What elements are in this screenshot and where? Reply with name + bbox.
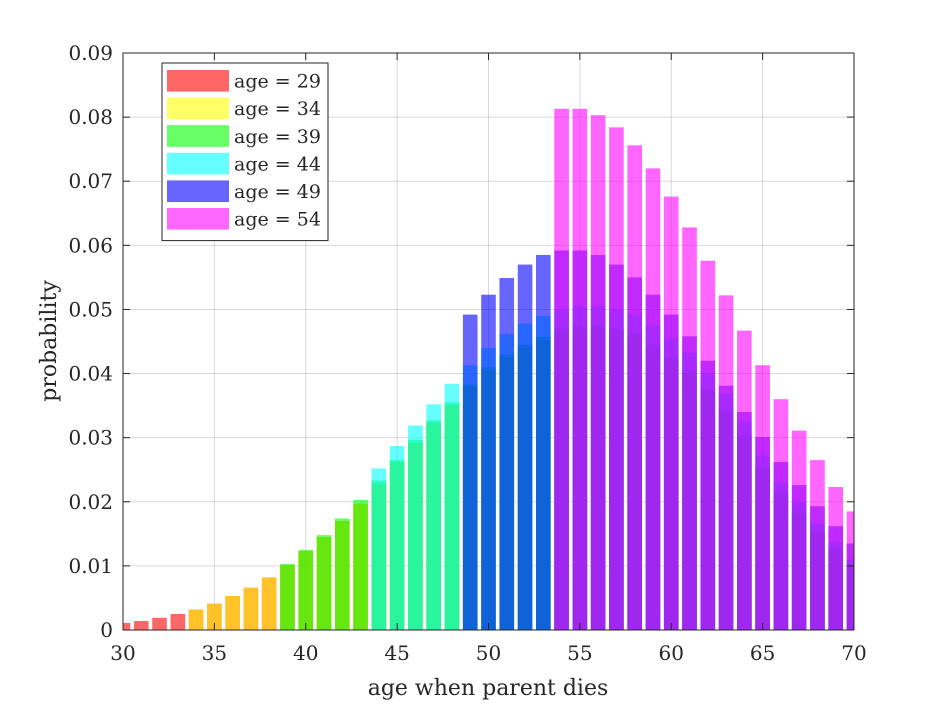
bar (188, 609, 204, 630)
x-tick-label: 55 (567, 641, 592, 665)
x-tick-label: 60 (659, 641, 684, 665)
legend-swatch (167, 152, 229, 175)
x-tick-label: 40 (293, 641, 318, 665)
y-axis-label: probability (37, 280, 62, 402)
y-tick-label: 0.04 (68, 362, 113, 386)
x-tick-label: 65 (750, 641, 775, 665)
bar (207, 603, 222, 630)
x-axis-label: age when parent dies (368, 676, 609, 701)
x-tick-label: 35 (202, 641, 227, 665)
legend-swatch (167, 208, 229, 230)
bar (590, 115, 606, 630)
bar (517, 264, 533, 630)
bar (334, 518, 350, 630)
bar (645, 168, 661, 630)
x-tick-label: 50 (476, 641, 501, 665)
bar (243, 587, 259, 630)
bar (225, 596, 240, 630)
bar (755, 365, 770, 630)
y-tick-label: 0.05 (68, 297, 113, 321)
y-tick-label: 0.08 (68, 105, 113, 129)
bar (499, 278, 515, 630)
bar (426, 404, 441, 630)
bar (353, 499, 368, 630)
bar (609, 127, 624, 630)
legend-label: age = 29 (234, 71, 321, 93)
y-tick-label: 0.07 (68, 169, 113, 193)
bar (261, 577, 277, 630)
legend-label: age = 44 (234, 153, 321, 175)
bar (791, 430, 807, 630)
bar (572, 108, 588, 630)
bar (737, 330, 752, 630)
ticks: 30 35 40 45 50 55 60 65 70 0 0.01 0.02 0.03 0.04 0.05 0… (68, 41, 866, 665)
bar (133, 621, 149, 630)
bar (462, 314, 478, 630)
legend-label: age = 34 (234, 98, 321, 120)
legend-label: age = 54 (234, 209, 321, 231)
bar (718, 295, 734, 630)
x-tick-label: 70 (841, 641, 866, 665)
y-tick-label: 0 (100, 618, 113, 642)
legend-swatch (167, 180, 229, 202)
bars (123, 108, 854, 630)
bar (846, 511, 854, 630)
bar (773, 399, 789, 630)
bar (123, 622, 131, 630)
legend-swatch (167, 125, 229, 147)
legend-swatch (167, 97, 229, 120)
bar (481, 294, 496, 630)
bar (627, 145, 643, 630)
y-tick-label: 0.02 (68, 490, 113, 514)
bar (700, 260, 716, 630)
bar (444, 383, 460, 630)
bar (152, 617, 167, 630)
bar (682, 227, 697, 630)
bar (408, 425, 423, 630)
bar (810, 460, 825, 630)
x-tick-label: 45 (384, 641, 409, 665)
y-tick-label: 0.01 (68, 554, 113, 578)
legend-label: age = 39 (234, 126, 321, 148)
legend-swatch (167, 70, 229, 92)
legend: age = 29 age = 34 age = 39 age = 44 age = 49… (161, 62, 329, 242)
x-tick-label: 30 (110, 641, 135, 665)
bar (536, 254, 551, 630)
bar (298, 549, 314, 630)
y-tick-label: 0.09 (68, 41, 113, 65)
bar (389, 446, 405, 630)
bar (828, 487, 844, 630)
bar (663, 196, 679, 630)
bar (280, 563, 295, 630)
series-6-bars (554, 108, 854, 630)
bar (316, 535, 332, 630)
y-tick-label: 0.03 (68, 426, 113, 450)
bar (554, 108, 569, 630)
legend-label: age = 49 (234, 181, 321, 203)
y-tick-label: 0.06 (68, 233, 113, 257)
bar (371, 468, 387, 630)
bar (170, 613, 186, 630)
